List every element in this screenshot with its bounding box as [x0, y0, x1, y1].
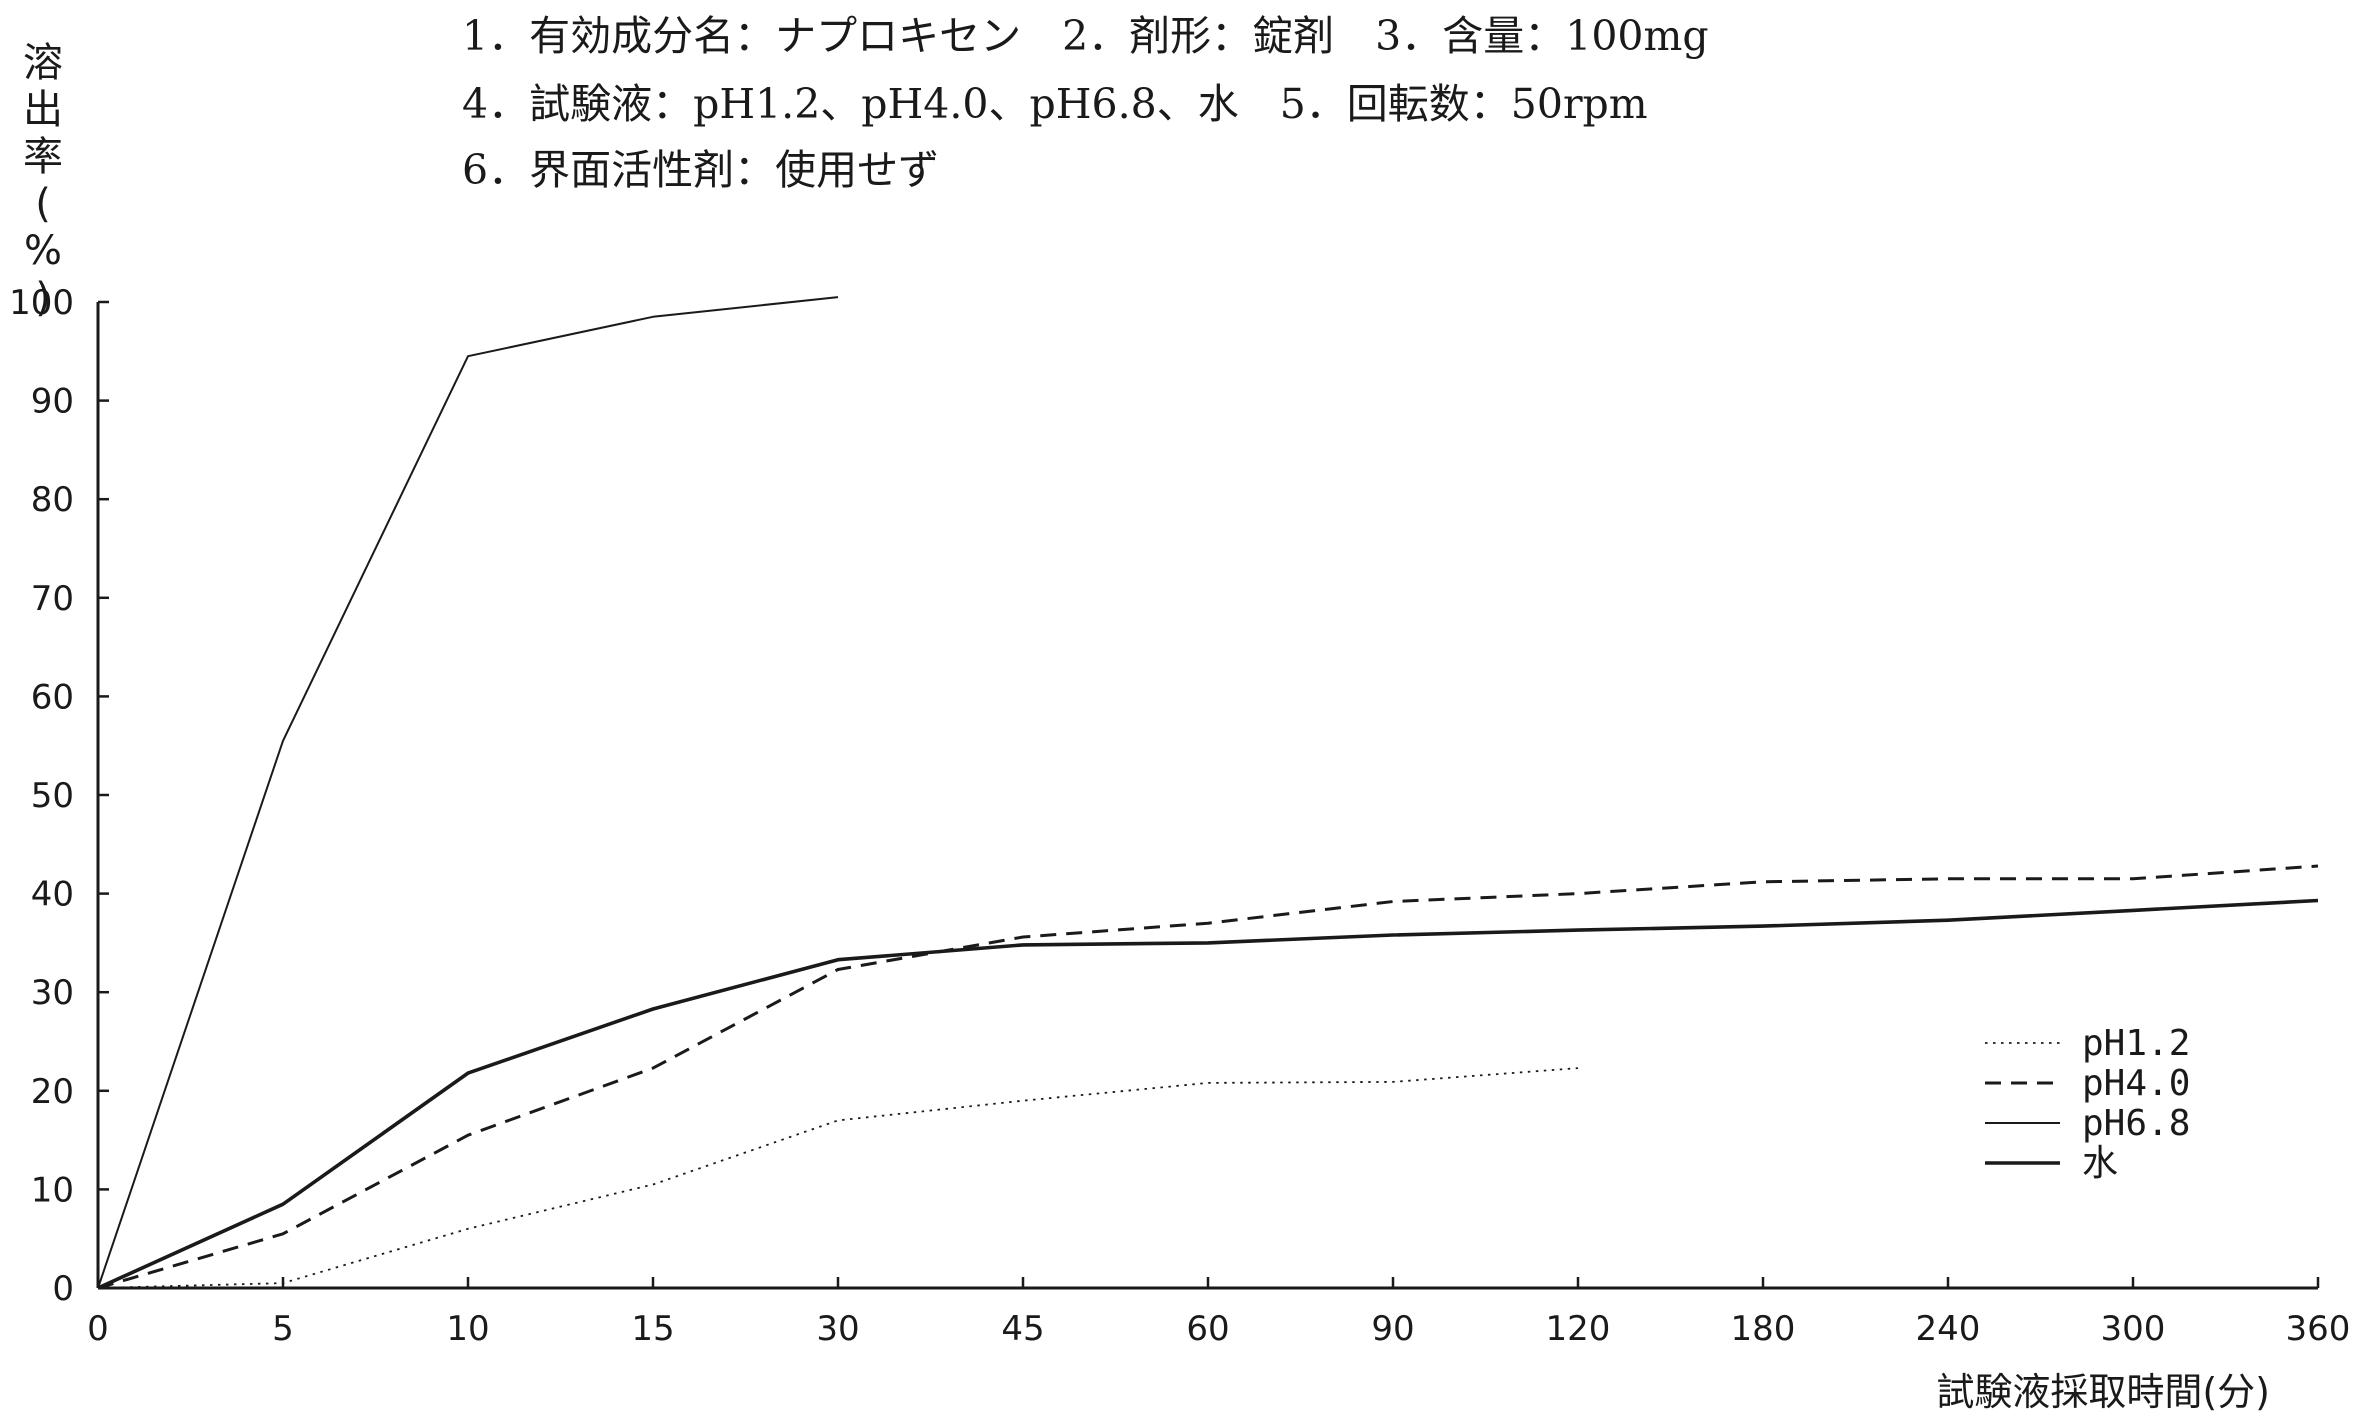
y-tick-label: 0	[52, 1269, 74, 1309]
series-line-solid	[97, 898, 2319, 1290]
y-axis-title: 溶出率(%)	[18, 40, 68, 322]
series-line-thin-solid	[97, 296, 839, 1289]
x-tick-label: 45	[1001, 1309, 1044, 1349]
y-axis-title-char: (	[35, 181, 51, 227]
y-tick-label: 70	[31, 579, 74, 619]
x-tick-label: 5	[272, 1309, 294, 1349]
y-tick-label: 50	[31, 776, 74, 816]
y-tick-label: 40	[31, 875, 74, 915]
legend-label: pH1.2	[2082, 1023, 2190, 1064]
x-tick-label: 0	[87, 1309, 109, 1349]
y-tick-label: 10	[31, 1170, 74, 1210]
y-ticks: 0 10 20 30 40 50 60 70 80 90 100	[9, 283, 109, 1309]
x-ticks: 0 5 10 15 30 45 60 90 120 180 240 300 360	[87, 1277, 2350, 1349]
legend-label: pH4.0	[2082, 1063, 2190, 1104]
header-line-2: 4．試験液：pH1.2、pH4.0、pH6.8、水 5．回転数：50rpm	[462, 80, 1648, 128]
y-tick-label: 30	[31, 973, 74, 1013]
y-axis-title-char: 出	[23, 87, 63, 133]
x-axis-title: 試験液採取時間(分)	[1936, 1370, 2270, 1414]
y-axis-title-char: 率	[23, 134, 63, 180]
series-line-dotted	[97, 1067, 1579, 1289]
x-tick-label: 90	[1371, 1309, 1414, 1349]
header-line-1: 1．有効成分名：ナプロキセン 2．剤形：錠剤 3．含量：100mg	[462, 12, 1709, 60]
legend-label: pH6.8	[2082, 1103, 2190, 1144]
axes	[96, 302, 2318, 1290]
x-tick-label: 180	[1731, 1309, 1796, 1349]
legend-label: 水	[2082, 1143, 2118, 1184]
series-lines	[97, 296, 2319, 1290]
y-tick-label: 90	[31, 382, 74, 422]
y-axis-title-char: 溶	[23, 40, 63, 86]
y-tick-label: 100	[9, 283, 74, 323]
y-axis-title-char: %	[23, 228, 62, 274]
x-tick-label: 360	[2286, 1309, 2351, 1349]
header-line-3: 6．界面活性剤：使用せず	[462, 146, 940, 194]
x-tick-label: 300	[2101, 1309, 2166, 1349]
y-tick-label: 60	[31, 677, 74, 717]
y-tick-label: 80	[31, 480, 74, 520]
x-tick-label: 30	[816, 1309, 859, 1349]
x-tick-label: 240	[1916, 1309, 1981, 1349]
y-axis-title-char: )	[35, 275, 51, 321]
y-tick-label: 20	[31, 1072, 74, 1112]
x-tick-label: 120	[1546, 1309, 1611, 1349]
x-tick-label: 60	[1186, 1309, 1229, 1349]
x-tick-label: 10	[446, 1309, 489, 1349]
series-line-dashed	[97, 864, 2319, 1290]
x-tick-label: 15	[631, 1309, 674, 1349]
